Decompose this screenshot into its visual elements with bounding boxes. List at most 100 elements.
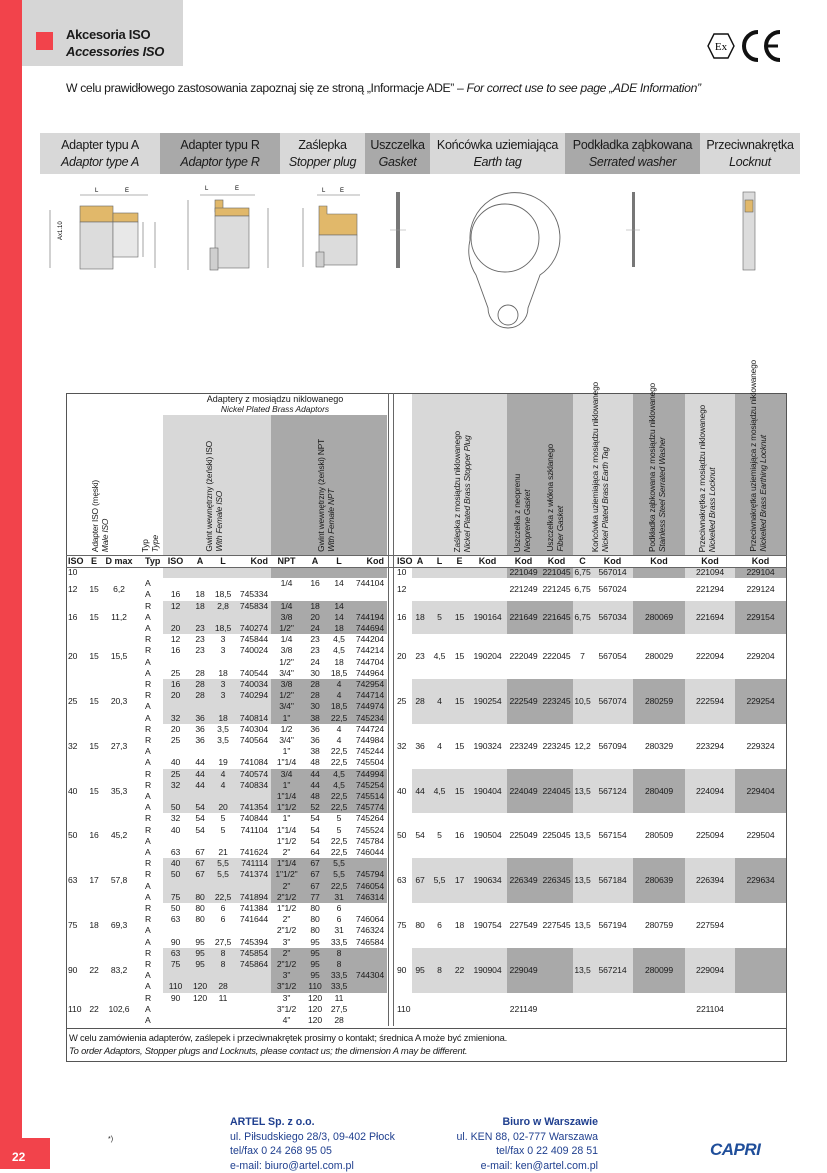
right-row-shade	[412, 768, 507, 814]
cell-l-npt	[328, 589, 350, 600]
table-divider	[393, 393, 394, 1027]
right-row-shade	[685, 679, 735, 724]
cell-a: 67	[195, 847, 205, 857]
cell-l-npt: 22,5	[330, 791, 348, 801]
cell-kod-stopper-plug: 190404	[473, 785, 502, 796]
cell-a-npt: 48	[310, 791, 320, 801]
cell-kod-neoprene-gasket: 224049	[509, 785, 538, 796]
right-row-shade	[685, 768, 735, 814]
office-email[interactable]: e-mail: ken@artel.com.pl	[480, 1159, 598, 1172]
cell-kod-locknut: 225094	[695, 830, 725, 841]
cell-kod-serrated-washer: 280329	[644, 740, 674, 751]
cell-kod-iso	[234, 746, 271, 757]
right-iso: 10	[397, 567, 407, 577]
cell-female-iso	[163, 1015, 188, 1026]
rotated-label-pl: Końcówka uziemiająca z mosiądzu niklowan…	[590, 381, 600, 552]
cell-a: 54	[195, 813, 205, 824]
cell-npt: 1/2	[280, 723, 293, 734]
cell-kod-fiber-gasket	[540, 993, 573, 1027]
cell-kod-locknut: 222594	[695, 696, 725, 706]
cell-typ: A	[145, 936, 151, 947]
cell-npt: 3"1/2	[276, 981, 297, 992]
cell-l: 4	[437, 740, 442, 751]
cell-kod-npt: 746044	[355, 847, 384, 857]
cell-kod-serrated-washer	[633, 993, 685, 1027]
ex-logo: Ex	[707, 33, 735, 59]
cell-kod-npt	[350, 1004, 387, 1015]
cell-kod-iso: 741114	[241, 858, 268, 869]
cell-a: 28	[195, 679, 205, 689]
cell-kod-serrated-washer: 280259	[644, 696, 674, 706]
cell-typ: A	[145, 970, 151, 981]
cell-a: 18	[195, 600, 205, 611]
cell-typ: R	[145, 869, 152, 880]
cell-a-npt: 95	[310, 959, 320, 969]
cell-e: 17	[454, 875, 465, 886]
cell-kod-iso	[234, 981, 271, 992]
cell-l-npt: 6	[336, 903, 342, 913]
cell-a	[188, 657, 212, 668]
cell-a-npt: 67	[310, 880, 320, 891]
cell-e: 15	[454, 785, 465, 796]
cell-npt	[271, 567, 302, 578]
cell-kod-iso: 745854	[239, 947, 268, 958]
right-row-shade	[633, 567, 685, 579]
cell-a-npt: 38	[310, 712, 320, 723]
cell-l	[212, 657, 234, 668]
cell-a: 95	[195, 936, 205, 947]
cell-kod-npt: 745784	[355, 835, 384, 846]
right-row-shade	[412, 679, 507, 724]
category-label-pl: Przeciwnakrętka	[706, 138, 794, 152]
cell-kod-iso: 745834	[239, 600, 268, 611]
group-d-max: 11,2	[111, 611, 127, 622]
cell-typ: A	[145, 578, 151, 589]
cell-a-npt	[302, 589, 328, 600]
cell-kod-fiber-gasket: 225045	[542, 830, 571, 841]
cell-kod-npt: 745504	[355, 757, 384, 768]
cell-a: 18	[415, 611, 425, 622]
group-male-iso: 50	[68, 830, 78, 841]
left-column-group-header: Adapter ISO (męski) Male ISO	[90, 480, 110, 552]
svg-text:E: E	[235, 186, 239, 192]
cell-l-npt: 22,5	[330, 757, 348, 768]
group-d-max: 83,2	[110, 964, 128, 975]
iso-row-shade	[163, 679, 271, 724]
cell-female-iso: 25	[170, 768, 181, 779]
cell-kod-earthing-locknut: 229154	[746, 611, 775, 622]
cell-kod-neoprene-gasket: 225049	[509, 830, 538, 841]
cell-c: 10,5	[574, 696, 591, 706]
cell-female-iso: 40	[170, 824, 181, 835]
rotated-label-en: Fiber Gasket	[555, 506, 565, 552]
cell-kod-stopper-plug	[468, 993, 507, 1027]
right-row-shade	[633, 679, 685, 724]
left-table-subtitle: Nickel Plated Brass Adaptors	[220, 404, 330, 414]
left-column-header: NPT	[277, 556, 296, 566]
hq-email[interactable]: e-mail: biuro@artel.com.pl	[230, 1159, 354, 1172]
red-square-marker	[36, 32, 53, 50]
cell-l-npt: 5	[336, 813, 342, 824]
group-e: 16	[89, 830, 99, 841]
iso-row-shade	[163, 947, 271, 993]
cell-l-npt: 4,5	[333, 779, 345, 790]
cell-a-npt: 30	[310, 667, 320, 678]
cell-a: 95	[415, 964, 425, 975]
cell-npt: 2"1/2	[276, 925, 297, 936]
cell-female-iso	[163, 657, 188, 668]
cell-l-npt: 4	[336, 679, 342, 689]
npt-thread-header-band	[271, 415, 387, 556]
rotated-label-pl: Przeciwnakrętka uziemiająca z mosiądzu n…	[748, 360, 758, 552]
cell-female-iso: 16	[170, 645, 181, 656]
cell-l-npt: 18	[334, 623, 344, 633]
rotated-label-pl: Uszczelka z neoprenu	[512, 473, 522, 552]
cell-l: 21	[218, 847, 228, 857]
svg-text:E: E	[340, 188, 344, 194]
cell-l-npt: 31	[334, 925, 344, 936]
cell-a-npt: 64	[310, 847, 320, 857]
cell-npt: 1"1/2	[276, 903, 297, 913]
cell-kod-fiber-gasket: 221645	[542, 611, 571, 622]
cell-npt: 1/2"	[279, 623, 294, 633]
cell-a-npt: 23	[310, 645, 320, 656]
right-row-shade	[412, 947, 507, 993]
rotated-label-en: Nickel Plated Brass Earth Tag	[600, 446, 610, 552]
rotated-label-en: Type	[150, 534, 160, 552]
